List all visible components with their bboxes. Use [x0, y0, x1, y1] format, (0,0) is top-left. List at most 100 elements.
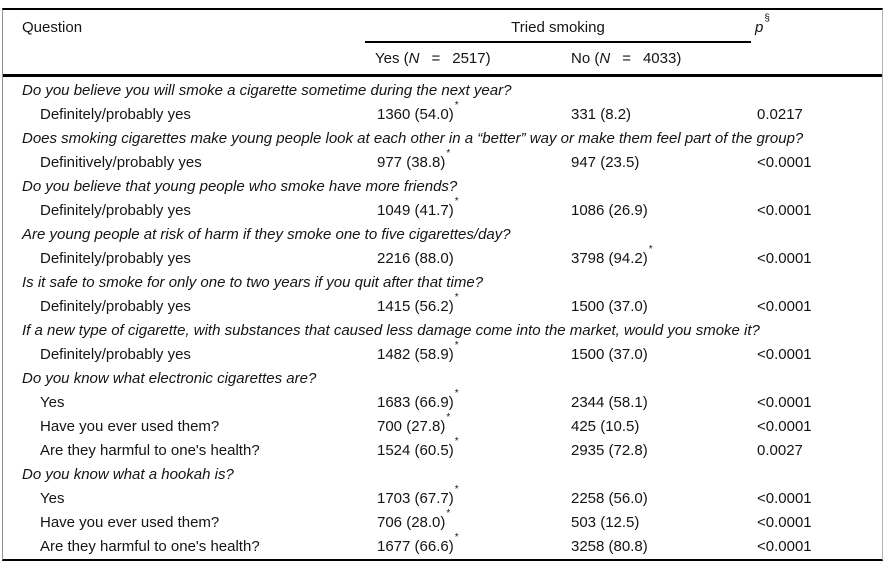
- answer-row: Definitely/probably yes 1049 (41.7)* 108…: [3, 196, 882, 223]
- no-header-equals: =: [622, 50, 631, 67]
- yes-header-n-symbol: N: [408, 50, 420, 67]
- answer-label: Definitely/probably yes: [40, 298, 191, 315]
- question-row: Do you believe that young people who smo…: [22, 178, 458, 195]
- cell-yes-value: 977 (38.8): [377, 154, 446, 171]
- cell-p: <0.0001: [757, 538, 812, 555]
- cell-no: 947 (23.5): [571, 151, 757, 175]
- cell-p: <0.0001: [757, 514, 812, 531]
- cell-yes: 706 (28.0)*: [377, 508, 571, 535]
- cell-no-value: 503 (12.5): [571, 514, 640, 531]
- cell-yes: 1683 (66.9)*: [377, 388, 571, 415]
- answer-label: Definitely/probably yes: [40, 346, 191, 363]
- cell-no-value: 2935 (72.8): [571, 442, 648, 459]
- answer-label: Definitely/probably yes: [40, 106, 191, 123]
- question-row: Are young people at risk of harm if they…: [22, 226, 511, 243]
- cell-no-value: 1086 (26.9): [571, 202, 648, 219]
- significance-star: *: [446, 412, 451, 423]
- cell-yes: 1360 (54.0)*: [377, 100, 571, 127]
- section-sign-footnote-marker: §: [764, 13, 770, 24]
- significance-star: *: [446, 508, 451, 519]
- significance-star: *: [454, 388, 459, 399]
- p-symbol: p: [755, 19, 764, 36]
- cell-no: 1086 (26.9): [571, 199, 757, 223]
- cell-no-value: 3798 (94.2): [571, 250, 648, 267]
- answer-label: Definitively/probably yes: [40, 154, 202, 171]
- answer-row: Yes 1703 (67.7)* 2258 (56.0) <0.0001: [3, 484, 882, 511]
- cell-yes-value: 1683 (66.9): [377, 394, 454, 411]
- column-header-yes: Yes (N = 2517): [375, 51, 491, 67]
- answer-row: Have you ever used them? 706 (28.0)* 503…: [3, 508, 882, 535]
- cell-p: <0.0001: [757, 154, 812, 171]
- cell-no: 503 (12.5): [571, 511, 757, 535]
- answer-label: Yes: [40, 490, 65, 507]
- significance-star: *: [454, 100, 459, 111]
- answer-row: Definitely/probably yes 1360 (54.0)* 331…: [3, 100, 882, 127]
- yes-header-count: 2517): [452, 50, 491, 67]
- cell-yes: 1703 (67.7)*: [377, 484, 571, 511]
- question-row: Is it safe to smoke for only one to two …: [22, 274, 484, 291]
- question-row: Does smoking cigarettes make young peopl…: [22, 130, 804, 147]
- cell-yes-value: 1415 (56.2): [377, 298, 454, 315]
- yes-header-equals: =: [431, 50, 441, 67]
- answer-row: Definitely/probably yes 1415 (56.2)* 150…: [3, 292, 882, 319]
- no-header-prefix: No (: [571, 50, 600, 67]
- spanner-label-tried-smoking: Tried smoking: [511, 19, 605, 36]
- cell-p: <0.0001: [757, 346, 812, 363]
- cell-p: <0.0001: [757, 298, 812, 315]
- cell-no-value: 1500 (37.0): [571, 298, 648, 315]
- significance-star: *: [454, 484, 459, 495]
- cell-no-value: 2258 (56.0): [571, 490, 648, 507]
- answer-row: Definitely/probably yes 2216 (88.0) 3798…: [3, 244, 882, 271]
- significance-star: *: [454, 340, 459, 351]
- significance-star: *: [454, 196, 459, 207]
- question-row: Do you believe you will smoke a cigarett…: [22, 82, 512, 99]
- answer-label: Definitely/probably yes: [40, 202, 191, 219]
- significance-star: *: [454, 436, 459, 447]
- table-header: Question Tried smoking p§ Yes (N = 2517) N…: [3, 10, 882, 77]
- cell-no: 1500 (37.0): [571, 343, 757, 367]
- cell-no-value: 2344 (58.1): [571, 394, 648, 411]
- cell-no: 3258 (80.8): [571, 535, 757, 559]
- cell-p: <0.0001: [757, 490, 812, 507]
- cell-yes: 1049 (41.7)*: [377, 196, 571, 223]
- answer-row: Have you ever used them? 700 (27.8)* 425…: [3, 412, 882, 439]
- no-header-count: 4033): [642, 50, 682, 67]
- answer-label: Are they harmful to one's health?: [40, 538, 260, 555]
- cell-no: 2258 (56.0): [571, 487, 757, 511]
- cell-yes-value: 1703 (67.7): [377, 490, 454, 507]
- cell-no-value: 331 (8.2): [571, 106, 632, 123]
- cell-yes: 1482 (58.9)*: [377, 340, 571, 367]
- answer-label: Yes: [40, 394, 65, 411]
- answer-row: Yes 1683 (66.9)* 2344 (58.1) <0.0001: [3, 388, 882, 415]
- cell-yes-value: 1677 (66.6): [377, 538, 454, 555]
- cell-p: 0.0027: [757, 442, 803, 459]
- answer-label: Are they harmful to one's health?: [40, 442, 260, 459]
- spanner-rule: [365, 41, 751, 43]
- table-body: Do you believe you will smoke a cigarett…: [3, 77, 882, 559]
- cell-no: 3798 (94.2)*: [571, 244, 757, 271]
- cell-yes: 977 (38.8)*: [377, 149, 571, 175]
- column-header-no: No (N = 4033): [571, 51, 681, 67]
- cell-no-value: 425 (10.5): [571, 418, 640, 435]
- cell-no-value: 1500 (37.0): [571, 346, 648, 363]
- cell-p: <0.0001: [757, 202, 812, 219]
- answer-label: Have you ever used them?: [40, 514, 220, 531]
- cell-p: <0.0001: [757, 394, 812, 411]
- question-row: If a new type of cigarette, with substan…: [22, 322, 760, 339]
- cell-p: <0.0001: [757, 418, 812, 435]
- cell-yes: 2216 (88.0): [377, 247, 571, 271]
- answer-label: Definitely/probably yes: [40, 250, 191, 267]
- significance-star: *: [648, 244, 653, 255]
- question-row: Do you know what a hookah is?: [22, 466, 234, 483]
- cell-no: 425 (10.5): [571, 415, 757, 439]
- answer-row: Are they harmful to one's health? 1677 (…: [3, 533, 882, 559]
- answer-row: Are they harmful to one's health? 1524 (…: [3, 436, 882, 463]
- cell-p: 0.0217: [757, 106, 803, 123]
- cell-no: 2935 (72.8): [571, 439, 757, 463]
- answer-label: Have you ever used them?: [40, 418, 220, 435]
- cell-yes: 1677 (66.6)*: [377, 533, 571, 559]
- significance-star: *: [454, 292, 459, 303]
- cell-yes-value: 706 (28.0): [377, 514, 446, 531]
- question-row: Do you know what electronic cigarettes a…: [22, 370, 317, 387]
